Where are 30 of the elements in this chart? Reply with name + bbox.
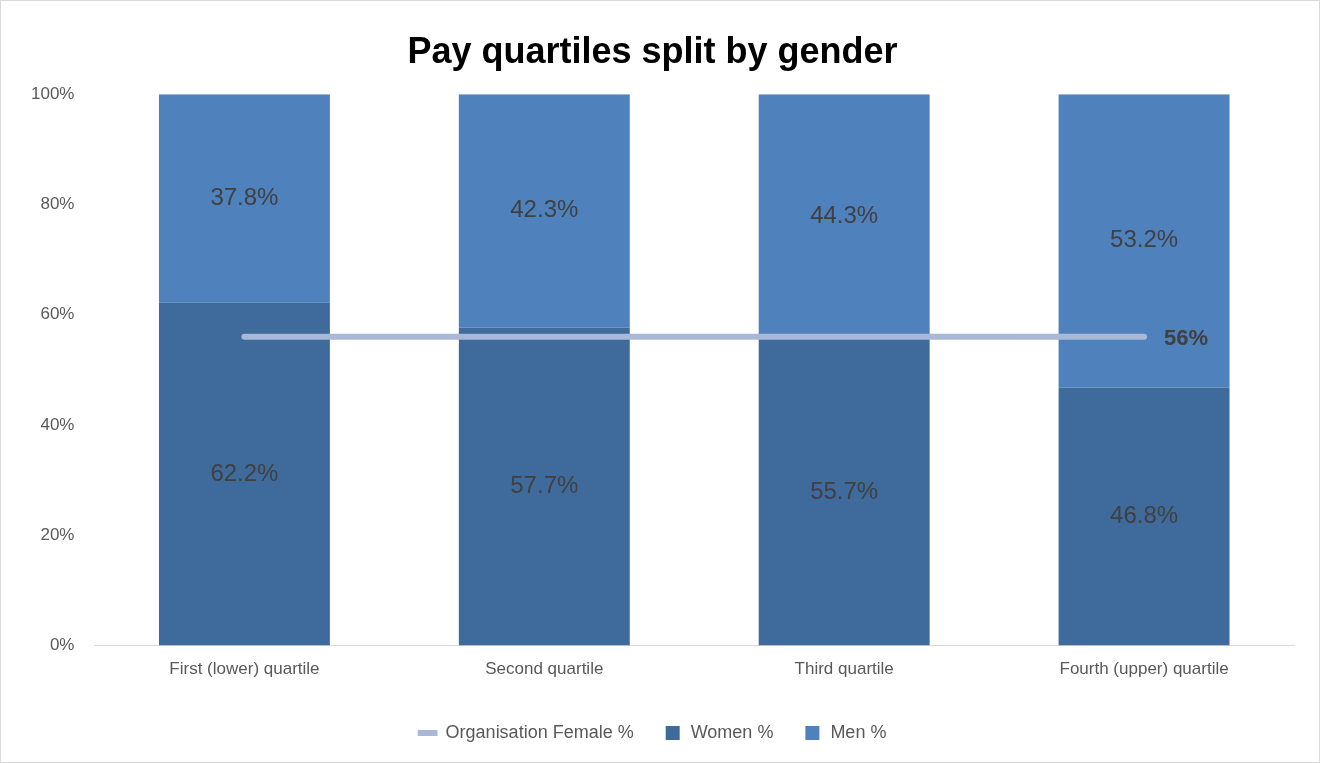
data-label: 46.8% — [1110, 501, 1179, 529]
y-tick-label: 80% — [40, 194, 75, 214]
data-label: 56% — [1164, 324, 1209, 350]
data-label: 37.8% — [210, 183, 279, 211]
chart-title: Pay quartiles split by gender — [407, 29, 898, 71]
data-label: 62.2% — [210, 458, 279, 486]
data-label: 55.7% — [810, 476, 879, 504]
x-tick-label: Second quartile — [485, 659, 604, 679]
y-tick-label: 100% — [31, 83, 75, 103]
x-tick-label: First (lower) quartile — [169, 659, 320, 679]
bar — [1058, 94, 1230, 388]
bar — [458, 327, 630, 646]
y-tick-label: 60% — [40, 304, 75, 324]
y-tick-label: 20% — [40, 525, 75, 545]
x-tick-label: Third quartile — [794, 659, 894, 679]
bar — [758, 338, 930, 646]
y-tick-label: 40% — [40, 414, 75, 434]
legend-label: Women % — [690, 721, 774, 742]
data-label: 57.7% — [510, 471, 579, 499]
data-label: 42.3% — [510, 195, 579, 223]
bar — [458, 94, 630, 328]
bar — [1058, 387, 1230, 646]
data-label: 44.3% — [810, 200, 879, 228]
bar — [158, 302, 330, 646]
x-tick-label: Fourth (upper) quartile — [1059, 659, 1229, 679]
y-tick-label: 0% — [49, 635, 75, 655]
data-label: 53.2% — [1110, 225, 1179, 253]
legend-label: Organisation Female % — [445, 721, 634, 742]
bar — [158, 94, 330, 303]
legend-label: Men % — [830, 721, 887, 742]
